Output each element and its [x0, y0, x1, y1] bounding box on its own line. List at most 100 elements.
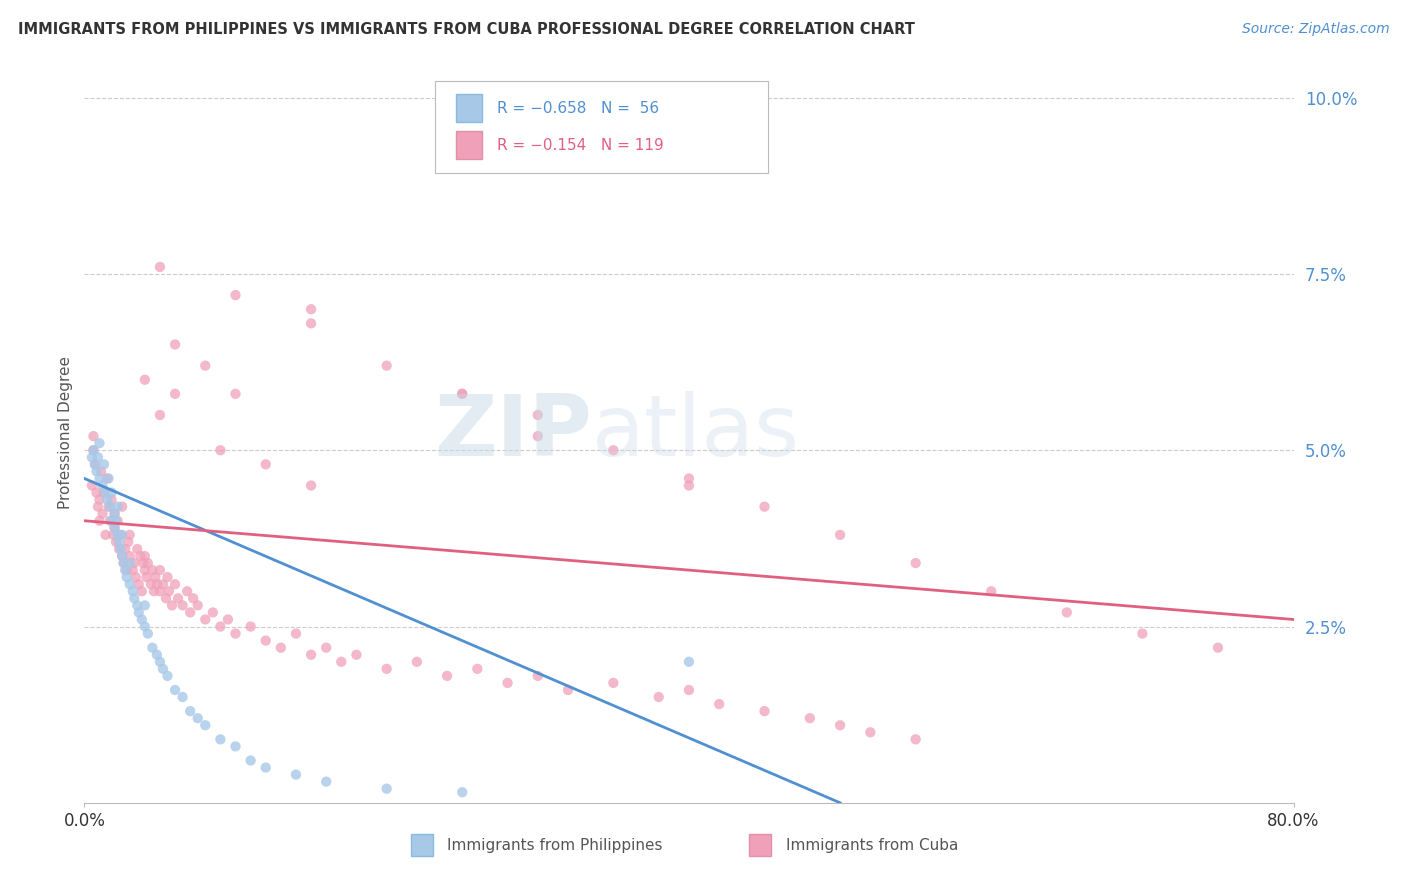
Text: Immigrants from Cuba: Immigrants from Cuba — [786, 838, 957, 853]
FancyBboxPatch shape — [434, 81, 768, 173]
Point — [496, 676, 519, 690]
Point — [97, 471, 120, 485]
Point — [557, 683, 579, 698]
Point — [107, 500, 129, 514]
Text: R = −0.658   N =  56: R = −0.658 N = 56 — [496, 101, 659, 116]
Point — [315, 640, 337, 655]
Point — [98, 514, 121, 528]
Point — [176, 584, 198, 599]
Point — [125, 570, 148, 584]
Point — [131, 584, 153, 599]
Point — [145, 570, 167, 584]
Point — [330, 655, 353, 669]
Point — [146, 577, 169, 591]
Point — [118, 556, 141, 570]
Point — [101, 528, 124, 542]
Point — [104, 507, 127, 521]
Text: atlas: atlas — [592, 391, 800, 475]
Point — [602, 443, 624, 458]
Point — [194, 359, 217, 373]
Point — [406, 655, 429, 669]
Point — [179, 704, 201, 718]
Point — [149, 584, 172, 599]
Y-axis label: Professional Degree: Professional Degree — [58, 356, 73, 509]
Point — [172, 599, 194, 613]
Point — [110, 528, 132, 542]
Point — [141, 563, 163, 577]
Point — [167, 591, 190, 606]
Point — [134, 619, 156, 633]
Point — [80, 478, 103, 492]
Point — [117, 535, 139, 549]
Text: IMMIGRANTS FROM PHILIPPINES VS IMMIGRANTS FROM CUBA PROFESSIONAL DEGREE CORRELAT: IMMIGRANTS FROM PHILIPPINES VS IMMIGRANT… — [18, 22, 915, 37]
Point — [94, 528, 117, 542]
Point — [149, 260, 172, 274]
Point — [100, 492, 122, 507]
Point — [107, 528, 129, 542]
Point — [181, 591, 204, 606]
Point — [139, 577, 162, 591]
Point — [134, 599, 156, 613]
Point — [134, 549, 156, 563]
Point — [114, 563, 136, 577]
Point — [160, 599, 183, 613]
Point — [89, 436, 111, 450]
Point — [80, 450, 103, 465]
FancyBboxPatch shape — [456, 94, 482, 121]
Point — [105, 514, 128, 528]
Point — [152, 662, 174, 676]
Point — [111, 549, 134, 563]
Point — [225, 387, 247, 401]
Point — [100, 485, 122, 500]
Point — [155, 591, 177, 606]
Point — [209, 732, 232, 747]
Point — [285, 626, 308, 640]
Point — [105, 535, 128, 549]
Point — [114, 541, 136, 556]
Point — [118, 577, 141, 591]
Point — [187, 711, 209, 725]
Point — [527, 669, 550, 683]
Point — [299, 648, 322, 662]
Point — [451, 387, 474, 401]
Point — [121, 563, 143, 577]
Point — [156, 669, 179, 683]
Point — [678, 471, 700, 485]
Point — [104, 507, 127, 521]
Point — [194, 718, 217, 732]
Point — [239, 754, 262, 768]
Point — [128, 577, 150, 591]
Point — [146, 648, 169, 662]
Point — [98, 500, 121, 514]
Point — [299, 316, 322, 330]
Point — [904, 732, 927, 747]
Point — [107, 514, 129, 528]
Point — [89, 471, 111, 485]
Point — [165, 337, 187, 351]
Point — [436, 669, 458, 683]
Point — [100, 514, 122, 528]
Point — [141, 640, 163, 655]
Point — [217, 612, 239, 626]
Point — [84, 458, 107, 472]
Point — [91, 478, 114, 492]
Point — [89, 514, 111, 528]
Point — [678, 683, 700, 698]
Point — [118, 549, 141, 563]
Point — [87, 500, 110, 514]
FancyBboxPatch shape — [411, 834, 433, 856]
Text: Source: ZipAtlas.com: Source: ZipAtlas.com — [1241, 22, 1389, 37]
Point — [97, 500, 120, 514]
Point — [799, 711, 821, 725]
Point — [108, 535, 131, 549]
Point — [157, 584, 180, 599]
FancyBboxPatch shape — [456, 130, 482, 159]
Point — [122, 591, 145, 606]
Point — [254, 458, 277, 472]
Point — [225, 739, 247, 754]
Point — [108, 541, 131, 556]
Point — [96, 492, 118, 507]
Point — [93, 458, 115, 472]
Point — [135, 570, 157, 584]
FancyBboxPatch shape — [749, 834, 770, 856]
